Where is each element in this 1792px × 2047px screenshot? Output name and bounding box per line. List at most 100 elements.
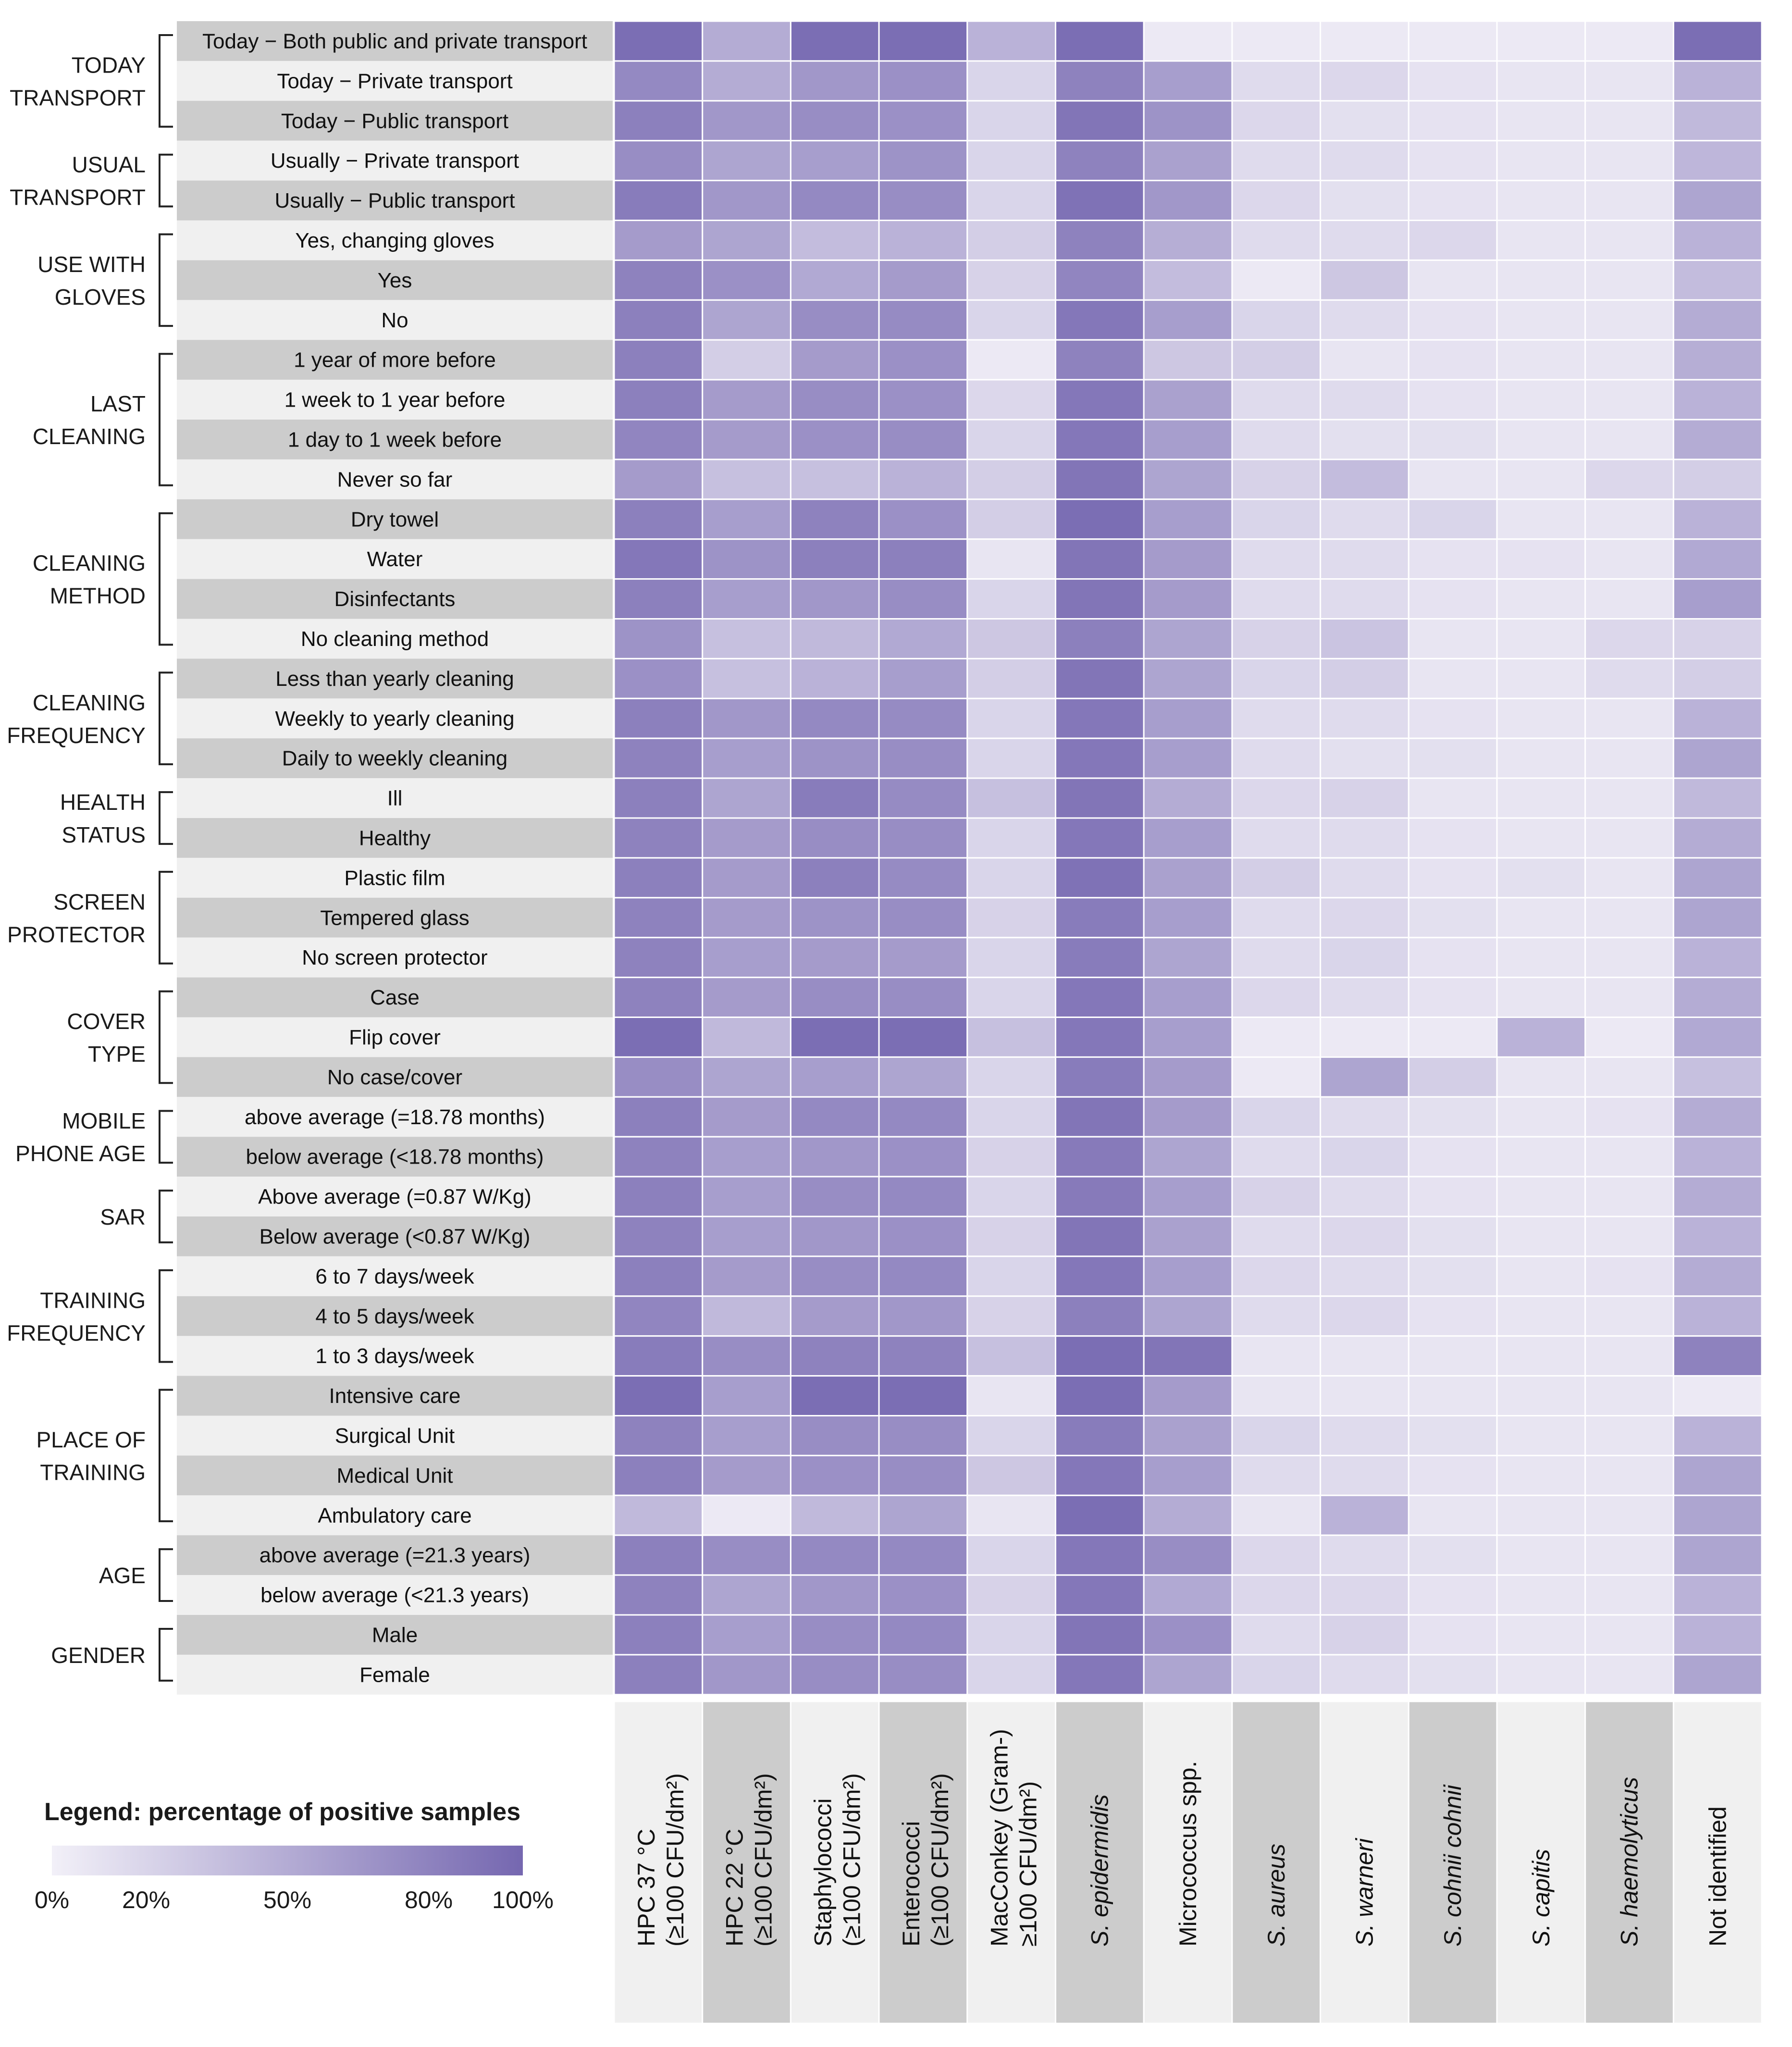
heatmap-cell	[613, 140, 704, 182]
column-label: MacConkey (Gram-)	[986, 1729, 1013, 1947]
heatmap-cell	[790, 977, 880, 1018]
heatmap-cell	[1320, 977, 1409, 1018]
heatmap-cell	[966, 1654, 1057, 1696]
heatmap-cell	[1055, 578, 1145, 620]
heatmap-cell	[1231, 419, 1322, 460]
row-label: Ill	[387, 787, 403, 810]
heatmap-cell	[1143, 1375, 1233, 1417]
heatmap-cell	[1231, 697, 1322, 739]
heatmap-cell	[966, 1176, 1057, 1217]
heatmap-cell	[1143, 220, 1233, 261]
heatmap-cell	[613, 20, 704, 62]
group-label: SCREEN	[53, 889, 146, 914]
heatmap-cell	[1496, 1375, 1586, 1417]
group-label: PHONE AGE	[15, 1141, 146, 1166]
row-label-band	[177, 380, 613, 420]
heatmap-cell	[790, 857, 880, 899]
heatmap-cell	[1496, 937, 1586, 979]
heatmap-cell	[1584, 538, 1674, 580]
group-label: COVER	[67, 1009, 146, 1034]
heatmap-cell	[613, 419, 704, 460]
heatmap-cell	[966, 379, 1057, 421]
heatmap-cell	[1496, 777, 1586, 819]
heatmap-cell	[1408, 1415, 1498, 1456]
heatmap-cell	[1496, 817, 1586, 859]
heatmap-cell	[1584, 697, 1674, 739]
column-label: S. aureus	[1263, 1844, 1290, 1947]
group-label: FREQUENCY	[7, 1320, 146, 1345]
heatmap-cell	[1584, 777, 1674, 819]
heatmap-cell	[1672, 1574, 1763, 1616]
heatmap-cell	[1584, 937, 1674, 979]
heatmap-cell	[966, 339, 1057, 381]
heatmap-cell	[1143, 180, 1233, 222]
heatmap-cell	[790, 737, 880, 779]
heatmap-cell	[613, 100, 704, 142]
heatmap-cell	[790, 897, 880, 939]
heatmap-cell	[1231, 379, 1322, 421]
heatmap-cell	[1408, 1454, 1498, 1496]
heatmap-cell	[1584, 60, 1674, 102]
heatmap-cell	[1320, 60, 1409, 102]
heatmap-cell	[790, 1017, 880, 1058]
heatmap-cell	[1055, 259, 1145, 301]
heatmap-cell	[1143, 1136, 1233, 1178]
heatmap-cell	[1408, 697, 1498, 739]
heatmap-cell	[878, 1136, 968, 1178]
heatmap-cell	[1320, 1614, 1409, 1656]
heatmap-cell	[1408, 1176, 1498, 1217]
heatmap-cell	[1055, 658, 1145, 699]
heatmap-cell	[613, 1454, 704, 1496]
heatmap-cell	[878, 379, 968, 421]
row-label: Tempered glass	[320, 906, 470, 930]
heatmap-cell	[790, 1255, 880, 1297]
row-label: below average (<18.78 months)	[246, 1145, 544, 1169]
heatmap-cell	[1496, 1335, 1586, 1377]
row-label-band	[177, 937, 613, 978]
heatmap-cell	[790, 259, 880, 301]
heatmap-cell	[1584, 1335, 1674, 1377]
heatmap-cell	[1584, 379, 1674, 421]
heatmap-cell	[1231, 658, 1322, 699]
heatmap-cell	[966, 817, 1057, 859]
heatmap-cell	[1584, 1136, 1674, 1178]
column-label-band	[1584, 1700, 1674, 2024]
heatmap-cell	[790, 459, 880, 500]
heatmap-cell	[1584, 459, 1674, 500]
heatmap-cell	[1143, 1415, 1233, 1456]
heatmap-cell	[613, 379, 704, 421]
column-label-band	[1231, 1700, 1322, 2024]
heatmap-cell	[1496, 1614, 1586, 1656]
heatmap-cell	[1143, 817, 1233, 859]
heatmap-cell	[1320, 817, 1409, 859]
heatmap-cell	[1672, 777, 1763, 819]
group-label: FREQUENCY	[7, 723, 146, 748]
heatmap-cell	[790, 1176, 880, 1217]
group-label: CLEANING	[33, 690, 146, 715]
heatmap-cell	[1672, 100, 1763, 142]
heatmap-cell	[702, 857, 791, 899]
heatmap-cell	[878, 817, 968, 859]
heatmap-cell	[1231, 1295, 1322, 1337]
heatmap-cell	[1143, 1255, 1233, 1297]
heatmap-cell	[702, 658, 791, 699]
heatmap-cell	[702, 1295, 791, 1337]
heatmap-cell	[878, 1614, 968, 1656]
heatmap-cell	[966, 1335, 1057, 1377]
row-label-band	[177, 1535, 613, 1576]
heatmap-cell	[1143, 1534, 1233, 1576]
heatmap-cell	[613, 1136, 704, 1178]
heatmap-cell	[966, 100, 1057, 142]
heatmap-cell	[1143, 1017, 1233, 1058]
heatmap-cell	[790, 1056, 880, 1098]
row-label: Water	[367, 547, 423, 571]
heatmap-cell	[1055, 1415, 1145, 1456]
group-label: TRANSPORT	[10, 85, 146, 110]
heatmap-cell	[1055, 1255, 1145, 1297]
heatmap-cell	[702, 220, 791, 261]
heatmap-cell	[702, 1017, 791, 1058]
heatmap-cell	[1231, 737, 1322, 779]
heatmap-cell	[1143, 100, 1233, 142]
heatmap-cell	[702, 1375, 791, 1417]
heatmap-cell	[702, 618, 791, 659]
